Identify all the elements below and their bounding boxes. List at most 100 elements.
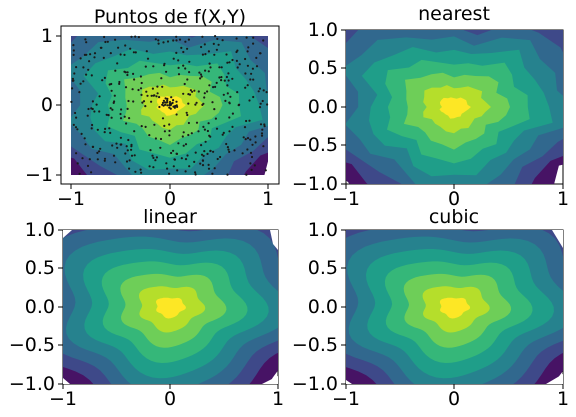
sample-point [186, 113, 189, 117]
sample-point [241, 152, 244, 155]
sample-point [252, 42, 255, 45]
sample-point [242, 136, 245, 139]
sample-point [203, 92, 206, 95]
sample-point [259, 123, 263, 126]
sample-point [84, 143, 87, 146]
sample-point [215, 127, 219, 130]
xtick-label: 0 [164, 388, 176, 410]
sample-point [123, 53, 126, 57]
sample-point [248, 119, 251, 122]
sample-point [185, 111, 188, 114]
sample-point [172, 149, 175, 152]
sample-point [204, 69, 207, 72]
sample-point [72, 44, 75, 47]
sample-point [250, 155, 254, 159]
sample-point [140, 171, 143, 174]
contour-fill-nearest [346, 30, 563, 184]
sample-point [124, 86, 128, 89]
sample-point [198, 71, 201, 74]
panel-nearest: nearest −1 0 1 1.0 0.5 0.0 −0.5 −1.0 [292, 3, 569, 210]
sample-point [96, 128, 99, 131]
outside-hull [552, 230, 563, 248]
sample-point [151, 154, 154, 157]
sample-point [182, 144, 185, 147]
sample-point [257, 90, 260, 93]
sample-point [110, 82, 113, 86]
sample-point [118, 82, 121, 85]
sample-point [220, 66, 223, 69]
outside-hull [63, 378, 70, 384]
sample-point [182, 50, 185, 54]
sample-point [207, 167, 211, 170]
sample-point [133, 154, 136, 157]
sample-point [172, 165, 175, 168]
sample-point [90, 107, 93, 110]
sample-point [233, 149, 236, 152]
sample-point [229, 95, 232, 98]
sample-point [177, 66, 180, 69]
sample-point [266, 103, 269, 106]
sample-point [216, 157, 219, 161]
sample-point [186, 47, 189, 50]
sample-point [228, 150, 231, 153]
sample-point [140, 81, 143, 85]
sample-point [194, 171, 197, 174]
sample-point [249, 162, 252, 165]
sample-point [236, 91, 239, 94]
sample-point [161, 117, 165, 120]
sample-point [83, 137, 86, 140]
sample-point [127, 99, 130, 103]
sample-point [175, 100, 178, 103]
sample-point [187, 121, 190, 125]
contour-fill-linear [63, 230, 278, 384]
panel-puntos: Puntos de f(X,Y) −1 0 1 1 0 −1 [25, 6, 280, 210]
sample-point [186, 154, 189, 157]
xtick-label: 1 [557, 388, 569, 410]
sample-point [164, 97, 167, 100]
sample-point [238, 63, 241, 66]
sample-point [228, 102, 231, 105]
sample-point [222, 93, 225, 96]
sample-point [130, 145, 133, 148]
sample-point [204, 140, 207, 143]
sample-point [99, 46, 102, 49]
sample-point [201, 159, 205, 162]
sample-point [131, 88, 134, 91]
sample-point [254, 135, 257, 138]
sample-point [158, 105, 161, 109]
sample-point [165, 162, 168, 165]
sample-point [98, 110, 101, 113]
sample-point [163, 62, 166, 65]
sample-point [93, 52, 97, 55]
sample-point [144, 105, 147, 108]
sample-point [114, 69, 117, 72]
sample-point [113, 94, 116, 97]
sample-point [119, 117, 123, 120]
sample-point [82, 80, 85, 83]
sample-point [177, 59, 180, 62]
sample-point [91, 145, 94, 148]
sample-point [166, 97, 169, 100]
sample-point [258, 87, 261, 90]
sample-point [170, 151, 173, 155]
sample-point [227, 148, 230, 151]
sample-point [255, 65, 259, 68]
sample-point [144, 125, 147, 128]
sample-point [252, 95, 255, 99]
sample-point [104, 40, 107, 44]
sample-point [162, 104, 165, 107]
sample-point [145, 90, 148, 93]
sample-point [249, 138, 252, 141]
sample-point [262, 39, 265, 42]
sample-point [194, 173, 197, 176]
sample-point [166, 99, 169, 102]
sample-point [155, 156, 158, 159]
sample-point [110, 116, 113, 119]
sample-point [112, 154, 116, 157]
sample-point [206, 90, 209, 93]
sample-point [175, 51, 178, 55]
sample-point [213, 53, 216, 56]
sample-point [201, 103, 204, 106]
sample-point [263, 123, 266, 126]
sample-point [228, 130, 231, 133]
